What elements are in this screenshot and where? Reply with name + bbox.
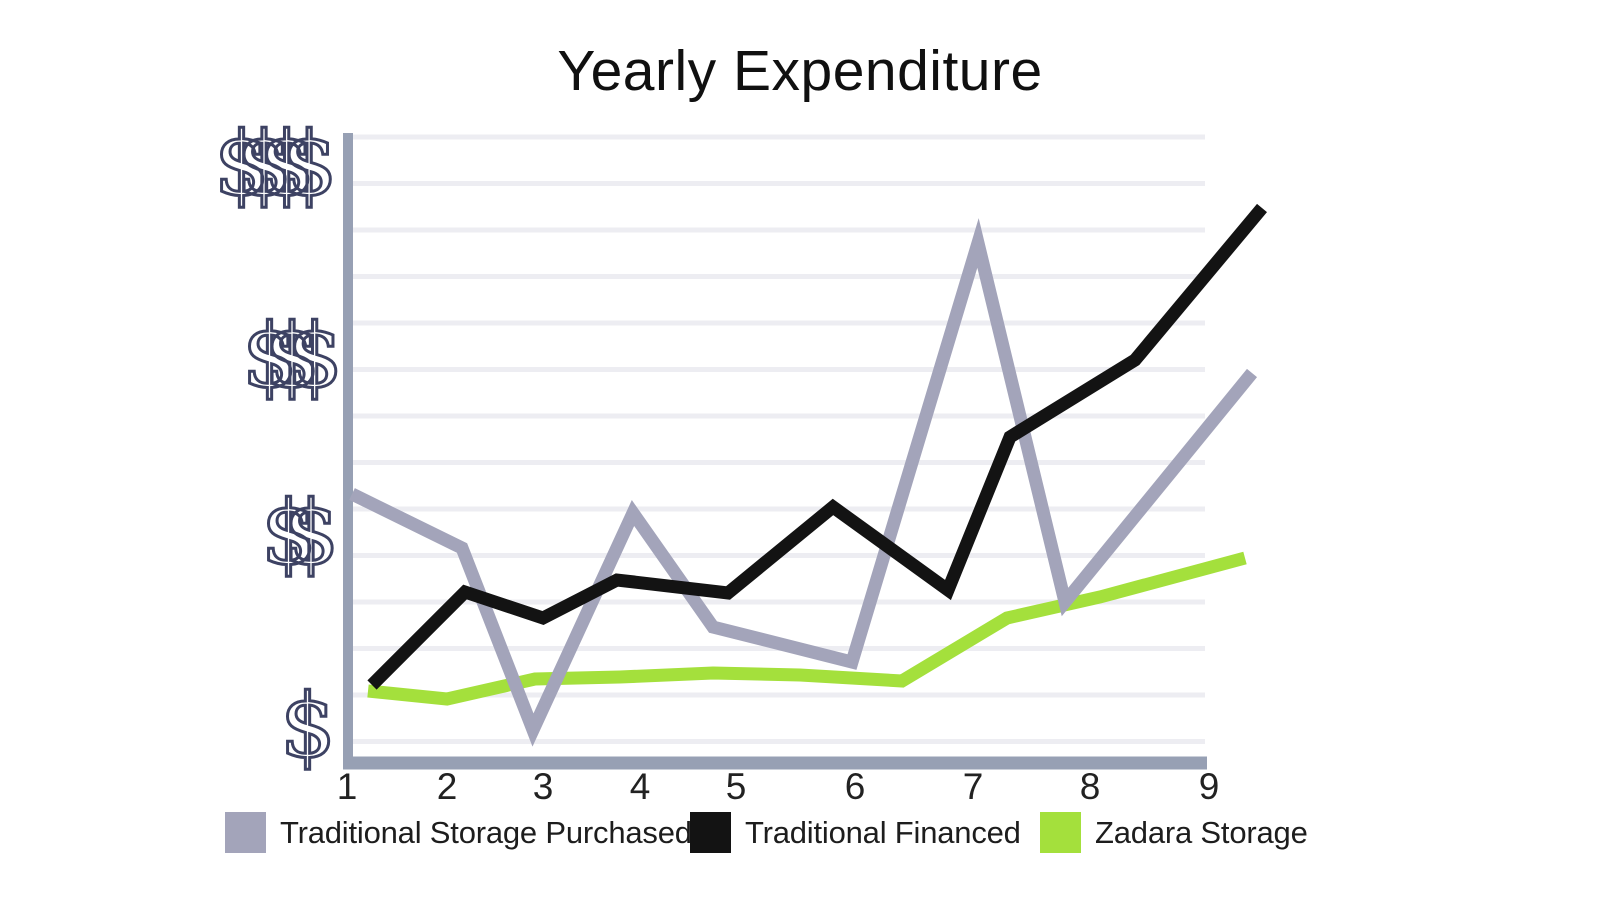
legend-label: Zadara Storage [1095, 814, 1308, 850]
legend-swatch-zadara-storage [1040, 812, 1081, 853]
series-line-traditional-storage-purchased [349, 218, 1258, 747]
x-tick-label-6: 6 [844, 766, 866, 807]
legend-item-traditional-financed: Traditional Financed [690, 812, 1021, 853]
legend-item-traditional-storage-purchased: Traditional Storage Purchased [225, 812, 692, 853]
series-line-zadara-storage [367, 551, 1247, 706]
y-tick-label-2-dollar: $$ [259, 481, 341, 584]
legend-swatch-traditional-storage-purchased [225, 812, 266, 853]
x-tick-label-3: 3 [532, 766, 554, 807]
series-line-traditional-financed [367, 203, 1267, 690]
chart-title: Yearly Expenditure [557, 39, 1043, 103]
legend-label: Traditional Financed [745, 814, 1021, 850]
x-tick-label-2: 2 [436, 766, 458, 807]
x-tick-label-5: 5 [725, 766, 747, 807]
y-tick-label-1-dollar: $ [279, 674, 337, 777]
legend-label: Traditional Storage Purchased [280, 814, 692, 850]
x-tick-label-4: 4 [629, 766, 651, 807]
y-tick-label-3-dollar: $$$ [241, 304, 345, 407]
x-tick-label-1: 1 [336, 766, 358, 807]
x-tick-label-7: 7 [962, 766, 984, 807]
legend-item-zadara-storage: Zadara Storage [1040, 812, 1308, 853]
x-tick-label-9: 9 [1198, 766, 1220, 807]
x-tick-label-8: 8 [1079, 766, 1101, 807]
y-tick-label-4-dollar: $$$$ [212, 112, 339, 215]
legend-swatch-traditional-financed [690, 812, 731, 853]
